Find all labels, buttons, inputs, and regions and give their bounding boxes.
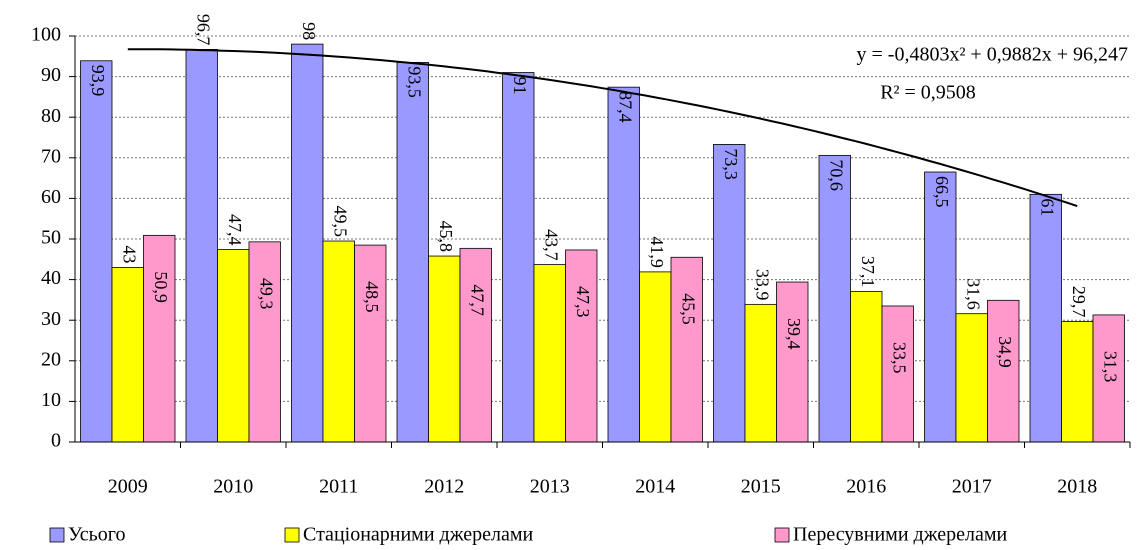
y-tick-label: 40 [41,267,61,289]
x-tick-label: 2013 [530,476,570,498]
bar [1061,321,1094,443]
legend-label: Усього [68,524,125,546]
x-tick-label: 2016 [846,476,886,498]
bar [639,271,672,443]
value-label: 48,5 [362,281,382,313]
value-label: 49,3 [257,278,277,310]
value-label: 34,9 [995,336,1015,368]
bar [428,255,461,443]
x-tick-label: 2018 [1057,476,1097,498]
bar [955,313,988,443]
value-label: 45,8 [436,221,456,253]
y-tick-label: 60 [41,186,61,208]
value-label: 93,9 [88,65,108,97]
bar [850,290,883,443]
legend-swatch [774,527,790,543]
value-label: 98 [299,22,319,40]
bar [396,61,429,443]
bar [111,267,144,443]
x-tick-label: 2010 [213,476,253,498]
x-tick-label: 2015 [741,476,781,498]
bar [80,60,113,443]
value-label: 31,6 [964,278,984,310]
trend-equation: y = -0,4803x² + 0,9882x + 96,247 [857,44,1129,66]
value-label: 39,4 [784,318,804,350]
bar [354,244,387,443]
value-label: 70,6 [827,159,847,191]
bar [565,249,598,443]
bar [713,144,746,443]
y-tick-label: 30 [41,308,61,330]
value-label: 43 [120,245,140,263]
bar [744,303,777,443]
bar [818,154,851,443]
bar [459,247,492,443]
value-label: 31,3 [1101,351,1121,383]
value-label: 50,9 [151,271,171,303]
trend-r2: R² = 0,9508 [880,82,976,104]
trendline [127,48,1078,208]
y-tick-label: 10 [41,389,61,411]
legend-label: Пересувними джерелами [793,524,1008,546]
value-label: 29,7 [1069,286,1089,318]
y-tick-label: 70 [41,145,61,167]
y-tick-label: 0 [51,430,61,452]
bar [322,240,355,443]
bar [1092,314,1125,443]
value-label: 49,5 [331,206,351,238]
legend-swatch [49,527,65,543]
bar [924,171,957,443]
bar [291,43,324,443]
bar [248,241,281,443]
bar [185,48,218,443]
value-label: 41,9 [647,236,667,268]
bar [143,234,176,443]
bar [670,256,703,443]
bar [776,281,809,443]
value-label: 45,5 [679,293,699,325]
value-label: 43,7 [542,229,562,261]
y-tick-label: 100 [31,24,61,46]
y-tick-label: 80 [41,105,61,127]
y-tick-label: 50 [41,227,61,249]
x-tick-label: 2009 [108,476,148,498]
y-tick-label: 90 [41,64,61,86]
bar [217,249,250,443]
value-label: 91 [510,77,530,95]
legend-swatch [284,527,300,543]
x-tick-label: 2011 [319,476,358,498]
bar [881,305,914,443]
value-label: 96,7 [194,14,214,46]
legend-label: Стаціонарними джерелами [303,524,534,546]
bar [502,72,535,443]
bar [987,299,1020,443]
value-label: 93,5 [405,66,425,98]
x-tick-label: 2014 [635,476,675,498]
bar [1029,193,1062,443]
value-label: 47,3 [573,286,593,318]
value-label: 87,4 [616,91,636,123]
bar [533,264,566,443]
value-label: 47,7 [468,284,488,316]
value-label: 33,9 [753,269,773,301]
value-label: 47,4 [225,214,245,246]
value-label: 66,5 [932,176,952,208]
value-label: 33,5 [890,342,910,374]
y-tick-label: 20 [41,348,61,370]
bar [607,86,640,443]
x-tick-label: 2012 [424,476,464,498]
value-label: 73,3 [721,148,741,180]
value-label: 37,1 [858,256,878,288]
value-label: 61 [1038,198,1058,216]
x-tick-label: 2017 [952,476,992,498]
